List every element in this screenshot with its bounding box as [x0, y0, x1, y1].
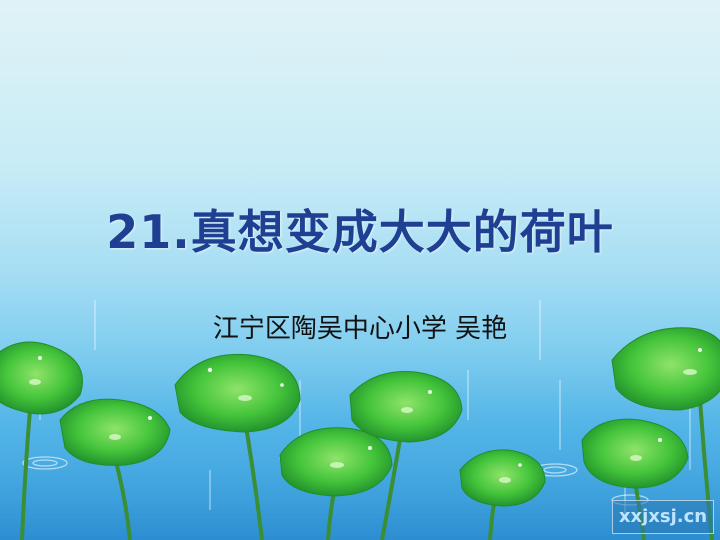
slide-title: 21.真想变成大大的荷叶	[106, 205, 614, 259]
leaf-centers	[29, 369, 697, 483]
water-droplets	[38, 348, 702, 467]
site-watermark: xxjxsj.cn	[612, 500, 714, 534]
slide-subtitle: 江宁区陶吴中心小学 吴艳	[212, 314, 508, 344]
lotus-leaf-icon	[0, 327, 720, 507]
